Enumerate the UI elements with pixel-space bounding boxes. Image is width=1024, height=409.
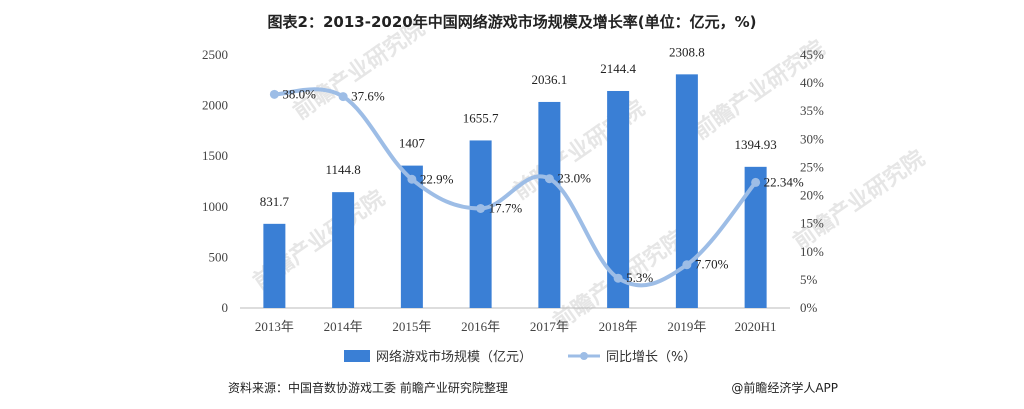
bar bbox=[607, 90, 630, 308]
left-tick-label: 2500 bbox=[202, 47, 228, 62]
x-tick-label: 2019年 bbox=[667, 319, 706, 334]
x-tick-label: 2013年 bbox=[255, 319, 294, 334]
bar bbox=[332, 192, 355, 308]
chart-title: 图表2：2013-2020年中国网络游戏市场规模及增长率(单位：亿元，%) bbox=[268, 13, 757, 31]
legend-line-marker bbox=[580, 352, 588, 360]
right-tick-label: 45% bbox=[800, 47, 824, 62]
right-tick-label: 20% bbox=[800, 188, 824, 203]
line-point bbox=[613, 273, 623, 283]
bar-data-label: 1144.8 bbox=[325, 162, 360, 177]
bar-data-label: 2036.1 bbox=[532, 72, 568, 87]
bar bbox=[538, 101, 561, 308]
x-tick-label: 2014年 bbox=[324, 319, 363, 334]
left-tick-label: 500 bbox=[209, 249, 229, 264]
legend: 网络游戏市场规模（亿元） 同比增长（%） bbox=[344, 349, 696, 365]
right-tick-label: 10% bbox=[800, 244, 824, 259]
x-tick-label: 2018年 bbox=[599, 319, 638, 334]
line-data-label: 5.3% bbox=[626, 270, 653, 285]
x-tick-label: 2016年 bbox=[461, 319, 500, 334]
x-tick-label: 2017年 bbox=[530, 319, 569, 334]
credit-note: @前瞻经济学人APP bbox=[731, 380, 838, 395]
line-point bbox=[682, 260, 692, 270]
x-tick-label: 2015年 bbox=[392, 319, 431, 334]
line-series bbox=[269, 87, 761, 288]
bar-data-label: 1407 bbox=[399, 136, 426, 151]
line-data-label: 7.70% bbox=[695, 257, 729, 272]
bar bbox=[744, 166, 767, 308]
left-tick-label: 1500 bbox=[202, 148, 228, 163]
bar bbox=[400, 165, 423, 308]
bar-data-label: 2308.8 bbox=[669, 44, 705, 59]
source-note: 资料来源：中国音数协游戏工委 前瞻产业研究院整理 bbox=[228, 380, 508, 395]
left-tick-label: 1000 bbox=[202, 199, 228, 214]
bar-data-label: 831.7 bbox=[260, 194, 290, 209]
right-tick-label: 15% bbox=[800, 216, 824, 231]
right-tick-label: 35% bbox=[800, 103, 824, 118]
line-data-label: 37.6% bbox=[351, 89, 385, 104]
line-data-label: 23.0% bbox=[557, 171, 591, 186]
legend-bar-label: 网络游戏市场规模（亿元） bbox=[376, 349, 532, 365]
legend-line-label: 同比增长（%） bbox=[606, 350, 696, 365]
left-tick-label: 2000 bbox=[202, 98, 228, 113]
line-data-label: 38.0% bbox=[282, 86, 316, 101]
left-tick-label: 0 bbox=[222, 300, 229, 315]
bar-data-label: 1655.7 bbox=[463, 110, 499, 125]
right-tick-label: 25% bbox=[800, 159, 824, 174]
line-point bbox=[338, 92, 348, 102]
right-axis-ticks: 0% 5% 10% 15% 20% 25% 30% 35% 40% 45% bbox=[800, 47, 824, 315]
bar-series bbox=[263, 74, 767, 308]
x-axis-ticks: 2013年 2014年 2015年 2016年 2017年 2018年 2019年 2020H… bbox=[255, 319, 777, 334]
right-tick-label: 40% bbox=[800, 75, 824, 90]
right-tick-label: 5% bbox=[800, 272, 818, 287]
bar bbox=[263, 223, 286, 308]
legend-bar-swatch bbox=[344, 350, 370, 362]
x-tick-label: 2020H1 bbox=[735, 319, 777, 334]
right-tick-label: 30% bbox=[800, 131, 824, 146]
bar-data-labels: 831.7 1144.8 1407 1655.7 2036.1 2144.4 2308.8 1… bbox=[260, 44, 777, 208]
line-data-label: 22.34% bbox=[764, 174, 804, 189]
right-tick-label: 0% bbox=[800, 300, 818, 315]
line-point bbox=[751, 177, 761, 187]
line-point bbox=[544, 174, 554, 184]
line-point bbox=[476, 203, 486, 213]
line-point bbox=[269, 89, 279, 99]
bar-data-label: 1394.93 bbox=[735, 137, 777, 152]
line-data-label: 17.7% bbox=[489, 200, 523, 215]
line-point bbox=[407, 174, 417, 184]
bar bbox=[469, 140, 492, 308]
left-axis-ticks: 0 500 1000 1500 2000 2500 bbox=[202, 47, 228, 315]
bar-data-label: 2144.4 bbox=[600, 61, 636, 76]
bar bbox=[675, 74, 698, 308]
line-data-label: 22.9% bbox=[420, 171, 454, 186]
line-data-labels: 38.0% 37.6% 22.9% 17.7% 23.0% 5.3% 7.70% 22.34% bbox=[282, 86, 804, 285]
